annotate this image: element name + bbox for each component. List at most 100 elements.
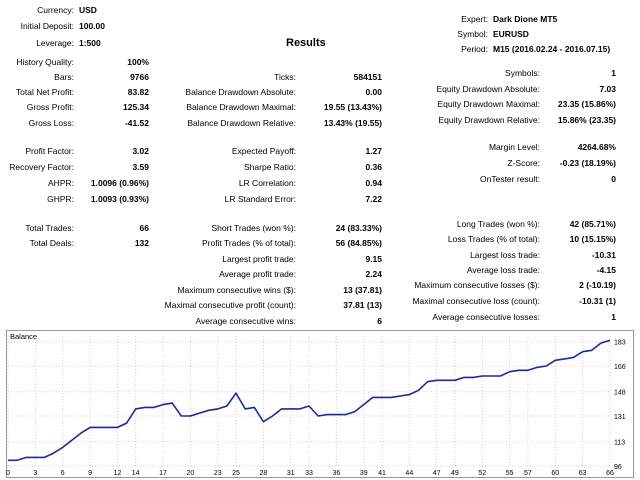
results-title: Results: [286, 37, 326, 49]
stat-value: -4.15: [597, 265, 616, 275]
stat-label: Symbols:: [505, 68, 540, 78]
stat-label: Balance Drawdown Relative:: [187, 118, 296, 128]
stat-value: 24 (83.33%): [336, 223, 382, 233]
stat-label: Total Net Profit:: [16, 87, 74, 97]
x-tick-label: 39: [360, 470, 368, 477]
x-tick-label: 23: [214, 470, 222, 477]
stat-label: Gross Profit:: [27, 102, 74, 112]
stat-label: Maximum consecutive wins ($):: [177, 285, 296, 295]
stat-label: Loss Trades (% of total):: [448, 234, 540, 244]
stat-label: Largest loss trade:: [470, 250, 540, 260]
stat-value: 584151: [354, 72, 382, 82]
stat-value: 1.0096 (0.96%): [91, 178, 149, 188]
stat-value: 0.00: [365, 87, 382, 97]
stat-value: -41.52: [125, 118, 149, 128]
x-tick-label: 41: [378, 470, 386, 477]
stat-value: 9.15: [365, 254, 382, 264]
stat-value: 0: [611, 174, 616, 184]
currency-label: Currency:: [37, 5, 74, 15]
symbol-value: EURUSD: [493, 29, 529, 39]
x-tick-label: 60: [551, 470, 559, 477]
y-tick-label: 113: [614, 440, 625, 447]
stat-label: Expected Payoff:: [232, 146, 296, 156]
stat-label: Sharpe Ratio:: [244, 162, 296, 172]
stat-value: 0.36: [365, 162, 382, 172]
stat-value: 13 (37.81): [343, 285, 382, 295]
leverage-value: 1:500: [79, 38, 101, 48]
x-tick-label: 44: [405, 470, 413, 477]
x-tick-label: 14: [132, 470, 140, 477]
y-tick-label: 131: [614, 414, 626, 421]
x-tick-label: 6: [61, 470, 65, 477]
stat-label: Profit Trades (% of total):: [202, 238, 296, 248]
stat-value: 56 (84.85%): [336, 238, 382, 248]
x-tick-label: 0: [6, 470, 10, 477]
x-tick-label: 57: [524, 470, 532, 477]
stat-label: Maximal consecutive loss (count):: [412, 296, 540, 306]
stat-label: Balance Drawdown Maximal:: [186, 102, 296, 112]
balance-chart: Balance 0 3 6 9 12 14 17 20 23 25 28 31 33 36 39 41 44 47…: [6, 330, 634, 478]
stat-value: 23.35 (15.86%): [558, 99, 616, 109]
stat-value: 83.82: [128, 87, 149, 97]
period-value: M15 (2016.02.24 - 2016.07.15): [493, 44, 610, 54]
x-tick-label: 28: [259, 470, 267, 477]
stat-label: AHPR:: [48, 178, 74, 188]
stat-value: 10 (15.15%): [570, 234, 616, 244]
y-tick-label: 148: [614, 390, 626, 397]
y-tick-label: 96: [614, 464, 622, 471]
initial-deposit-label: Initial Deposit:: [21, 21, 74, 31]
stat-label: GHPR:: [47, 194, 74, 204]
stat-value: 1: [611, 68, 616, 78]
stat-label: Ticks:: [274, 72, 296, 82]
stat-label: Equity Drawdown Absolute:: [437, 84, 540, 94]
stat-value: 15.86% (23.35): [558, 115, 616, 125]
y-tick-label: 183: [614, 340, 626, 347]
stat-label: Average profit trade:: [219, 269, 296, 279]
stat-value: 19.55 (13.43%): [324, 102, 382, 112]
stat-label: Long Trades (won %):: [457, 219, 540, 229]
stat-label: Margin Level:: [489, 142, 540, 152]
x-tick-label: 66: [606, 470, 614, 477]
stat-value: -10.31: [592, 250, 616, 260]
x-tick-label: 20: [187, 470, 195, 477]
stat-value: 2.24: [365, 269, 382, 279]
stat-label: History Quality:: [16, 57, 74, 67]
x-tick-label: 31: [287, 470, 295, 477]
stat-value: 3.02: [132, 146, 149, 156]
stat-value: 3.59: [132, 162, 149, 172]
x-tick-label: 33: [305, 470, 313, 477]
stat-value: 7.03: [599, 84, 616, 94]
stat-value: 1.27: [365, 146, 382, 156]
stat-label: Equity Drawdown Maximal:: [437, 99, 540, 109]
stat-label: Total Deals:: [30, 238, 74, 248]
stat-label: LR Correlation:: [239, 178, 296, 188]
stat-label: Maximal consecutive profit (count):: [165, 300, 296, 310]
symbol-label: Symbol:: [457, 29, 488, 39]
stat-value: -10.31 (1): [579, 296, 616, 306]
leverage-label: Leverage:: [36, 38, 74, 48]
stat-value: 4264.68%: [578, 142, 616, 152]
stat-label: Maximum consecutive losses ($):: [414, 280, 540, 290]
stat-label: Bars:: [54, 72, 74, 82]
stat-value: 66: [140, 223, 149, 233]
initial-deposit-value: 100.00: [79, 21, 105, 31]
stat-value: 13.43% (19.55): [324, 118, 382, 128]
x-tick-label: 12: [114, 470, 122, 477]
stat-value: 1: [611, 312, 616, 322]
x-tick-label: 36: [332, 470, 340, 477]
stat-value: 125.34: [123, 102, 149, 112]
x-tick-label: 49: [451, 470, 459, 477]
y-tick-label: 166: [614, 364, 626, 371]
stat-value: 6: [377, 316, 382, 326]
expert-label: Expert:: [461, 14, 488, 24]
stat-label: OnTester result:: [480, 174, 540, 184]
stat-label: Average consecutive wins:: [196, 316, 296, 326]
stat-label: Equity Drawdown Relative:: [438, 115, 540, 125]
x-tick-label: 17: [159, 470, 167, 477]
stat-label: Balance Drawdown Absolute:: [185, 87, 296, 97]
stat-value: 2 (-10.19): [579, 280, 616, 290]
stat-value: 9766: [130, 72, 149, 82]
currency-value: USD: [79, 5, 97, 15]
expert-value: Dark Dione MT5: [493, 14, 557, 24]
chart-title: Balance: [10, 332, 37, 341]
